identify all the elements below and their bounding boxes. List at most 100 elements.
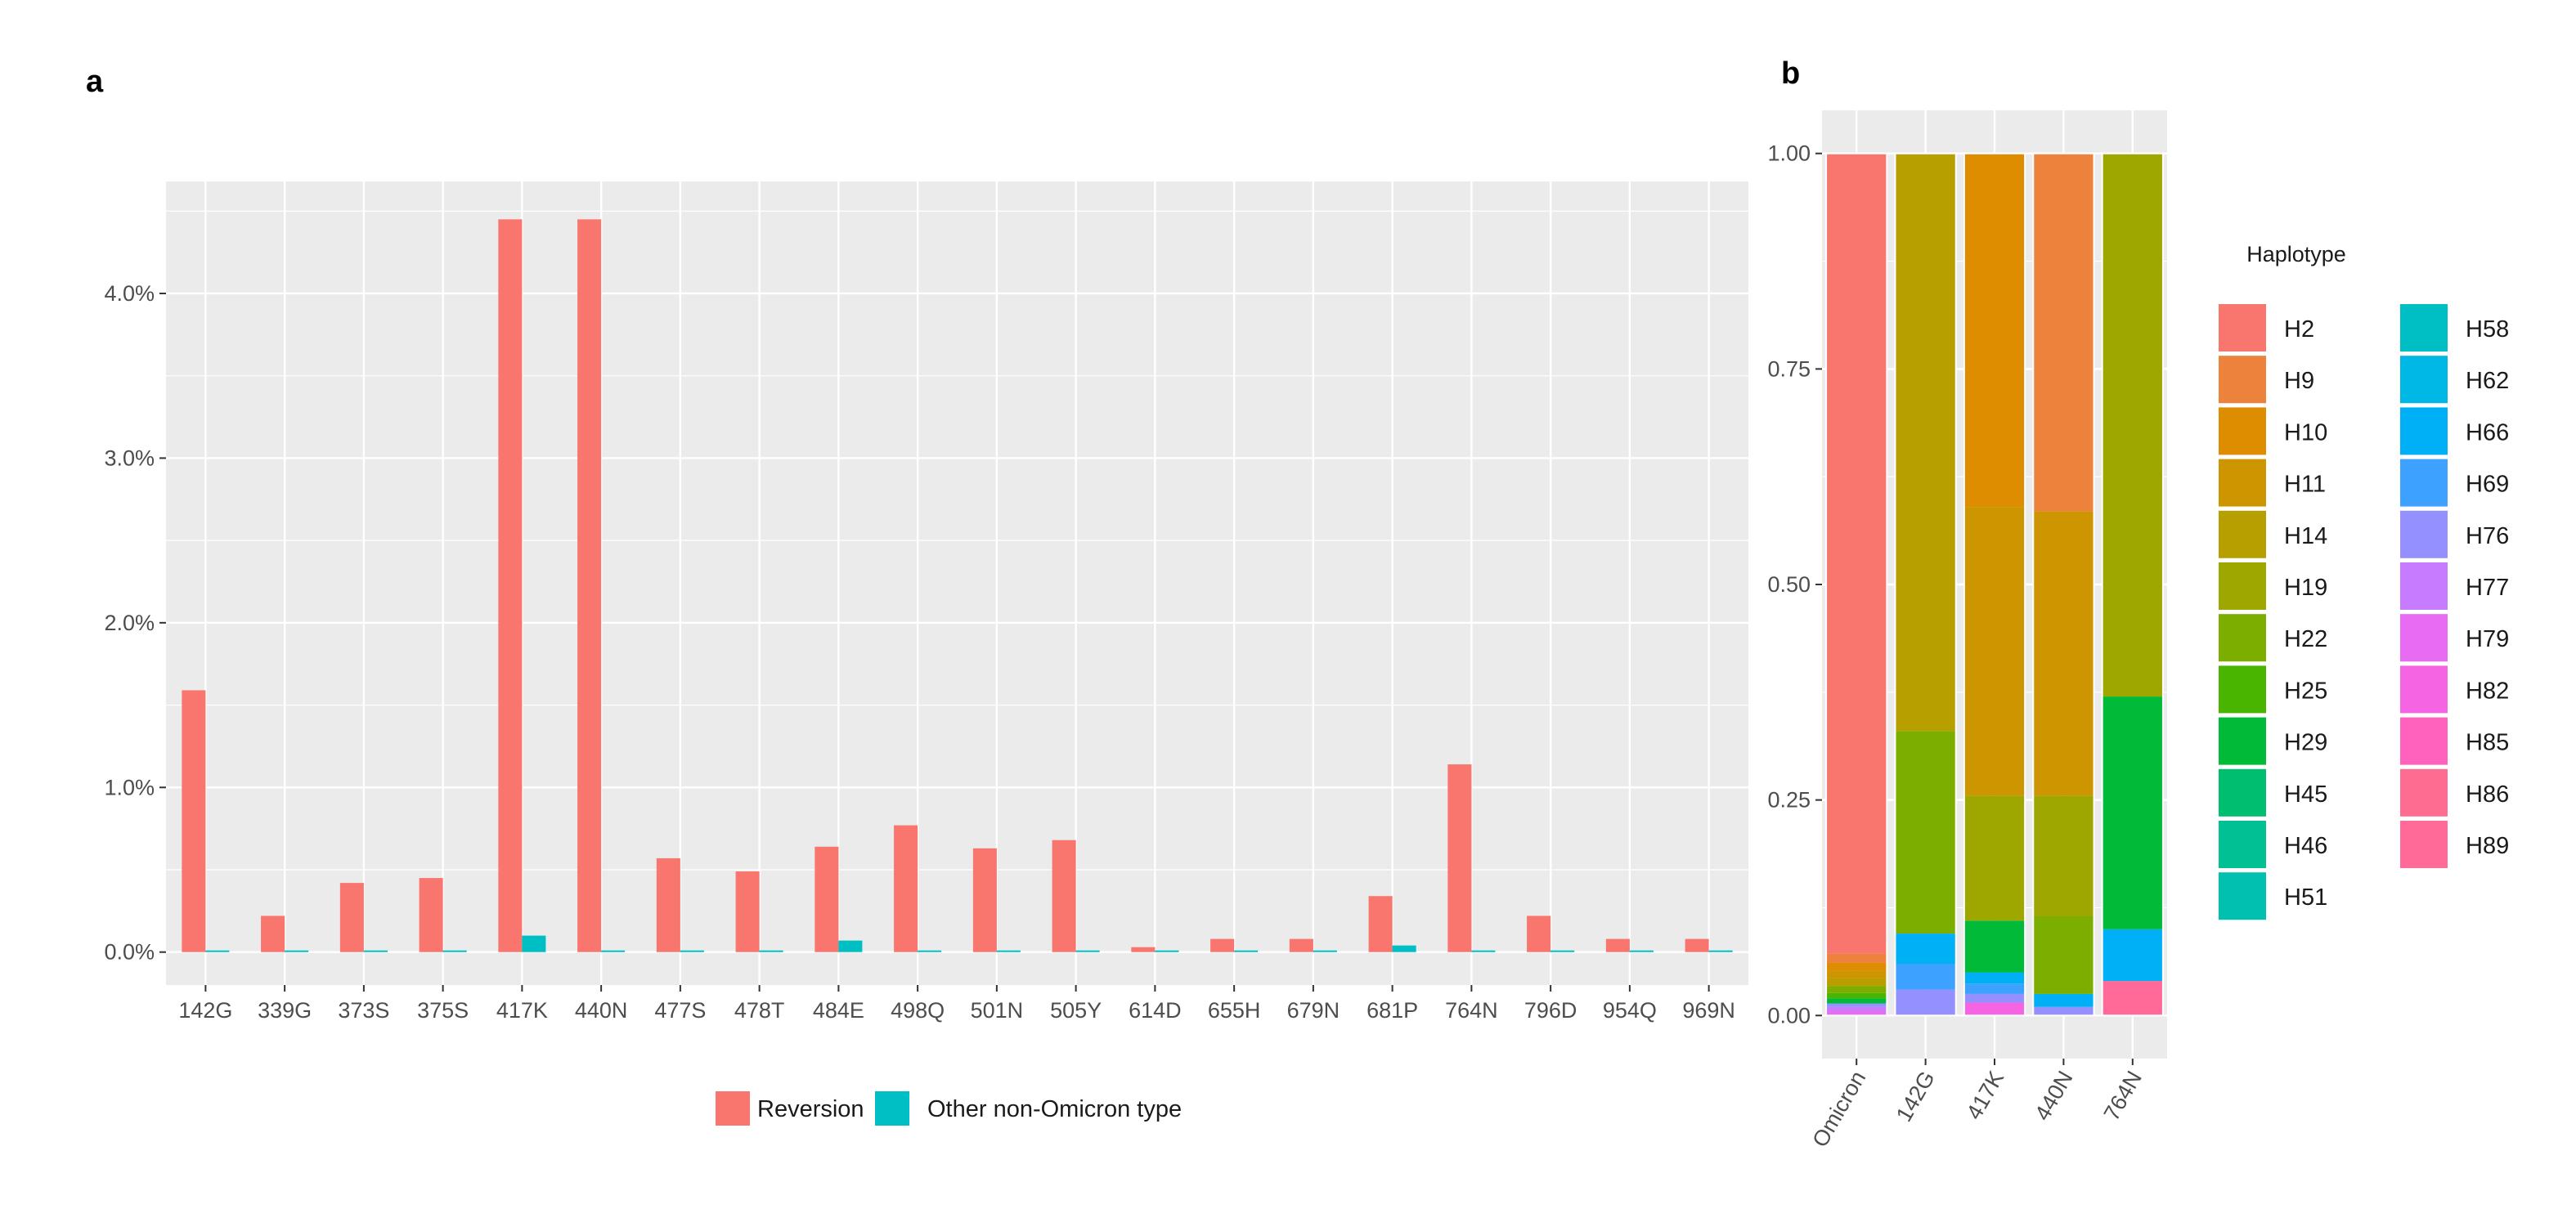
- bar-outline: [2032, 152, 2095, 1017]
- bar-segment-h69: [1963, 983, 2026, 994]
- x-tick-label: 655H: [1208, 998, 1261, 1023]
- x-tick-label: 505Y: [1050, 998, 1102, 1023]
- x-tick-label: 477S: [654, 998, 706, 1023]
- bar-other-non-omicron: [1155, 950, 1179, 952]
- bar-segment-h19: [1963, 795, 2026, 921]
- legend-label-h85: H85: [2466, 730, 2509, 756]
- bar-other-non-omicron: [363, 950, 388, 952]
- bar-segment-h2: [1826, 153, 1887, 954]
- x-tick-label: 440N: [575, 998, 628, 1023]
- legend-label-h51: H51: [2284, 884, 2327, 911]
- legend-key-h82: [2400, 665, 2448, 714]
- legend-label-h46: H46: [2284, 833, 2327, 859]
- legend-key-h51: [2219, 872, 2266, 920]
- bar-other-non-omicron: [1629, 950, 1654, 952]
- legend-label-h62: H62: [2466, 368, 2509, 394]
- legend-key-h45: [2219, 768, 2266, 817]
- x-tick-label: 375S: [417, 998, 469, 1023]
- bar-segment-h29: [1826, 998, 1887, 1004]
- bar-segment-h9: [1826, 953, 1887, 963]
- bar-outline: [1825, 152, 1888, 1017]
- x-tick-label: 417K: [496, 998, 548, 1023]
- panel-label-a: a: [86, 65, 104, 99]
- x-tick-label: 679N: [1287, 998, 1340, 1023]
- legend-title: Haplotype: [2246, 242, 2346, 266]
- bar-reversion: [182, 690, 206, 952]
- legend-label-h10: H10: [2284, 419, 2327, 446]
- legend-label-h9: H9: [2284, 368, 2314, 394]
- bar-outline: [1963, 152, 2026, 1017]
- x-tick-label: 142G: [1892, 1067, 1940, 1126]
- bar-segment-h69: [1895, 964, 1956, 990]
- legend-label-h89: H89: [2466, 833, 2509, 859]
- x-tick-label: 764N: [2099, 1067, 2147, 1125]
- bar-reversion: [1052, 840, 1076, 952]
- bar-segment-h22: [1895, 731, 1956, 934]
- bar-segment-h79: [1826, 1011, 1887, 1016]
- bar-segment-h66: [1963, 972, 2026, 984]
- bar-reversion: [1527, 916, 1551, 952]
- bar-segment-h19: [2033, 795, 2094, 916]
- bar-segment-h66: [2033, 993, 2094, 1007]
- bar-reversion: [972, 848, 997, 952]
- bar-reversion: [1605, 938, 1630, 952]
- legend-label-h79: H79: [2466, 626, 2509, 652]
- legend-key-h69: [2400, 459, 2448, 507]
- legend-key-h86: [2400, 768, 2448, 817]
- bar-segment-h11: [1963, 507, 2026, 796]
- bar-segment-h29: [2102, 696, 2163, 929]
- legend-key-h58: [2400, 304, 2448, 352]
- bar-other-non-omicron: [838, 940, 863, 952]
- x-tick-label: 764N: [1445, 998, 1498, 1023]
- y-tick-label: 0.00: [1767, 1003, 1811, 1028]
- y-tick-label: 2.0%: [104, 611, 155, 635]
- panel-a-background: [166, 181, 1748, 985]
- legend-key-h62: [2400, 356, 2448, 404]
- bar-segment-h29: [1963, 920, 2026, 973]
- x-tick-label: 969N: [1682, 998, 1735, 1023]
- bar-other-non-omicron: [1075, 950, 1100, 952]
- y-tick-label: 3.0%: [104, 446, 155, 470]
- bar-segment-h19: [2102, 153, 2163, 697]
- bar-segment-h82: [1963, 1002, 2026, 1016]
- legend-key-reversion: [716, 1091, 750, 1126]
- bar-other-non-omicron: [1392, 945, 1416, 952]
- legend-key-h22: [2219, 614, 2266, 662]
- legend-key-other-non-omicron: [875, 1091, 909, 1126]
- y-tick-label: 1.0%: [104, 775, 155, 799]
- bar-other-non-omicron: [1551, 950, 1575, 952]
- y-tick-label: 0.75: [1767, 356, 1811, 381]
- bar-segment-h11: [1826, 970, 1887, 978]
- x-tick-label: 339G: [258, 998, 312, 1023]
- bar-reversion: [1289, 938, 1313, 952]
- x-tick-label: 681P: [1367, 998, 1418, 1023]
- y-tick-label: 1.00: [1767, 141, 1811, 166]
- legend-key-h9: [2219, 356, 2266, 404]
- legend-key-h11: [2219, 459, 2266, 507]
- legend-key-h46: [2219, 821, 2266, 868]
- x-tick-label: 373S: [338, 998, 389, 1023]
- bar-reversion: [1685, 938, 1709, 952]
- legend-key-h77: [2400, 562, 2448, 610]
- panel-a-chart: 0.0% 1.0% 2.0% 3.0% 4.0% 142G 339G 373S 375S 417K…: [104, 181, 1748, 1126]
- bar-segment-h76: [1963, 993, 2026, 1003]
- bar-outline: [1894, 152, 1957, 1017]
- bar-other-non-omicron: [680, 950, 704, 952]
- y-tick-label: 4.0%: [104, 281, 155, 306]
- legend-label-h45: H45: [2284, 781, 2327, 808]
- bar-segment-h25: [1826, 992, 1887, 999]
- panel-label-b: b: [1781, 56, 1800, 91]
- legend-key-h79: [2400, 614, 2448, 662]
- bar-segment-h77: [1826, 1006, 1887, 1011]
- legend-label-other-non-omicron: Other non-Omicron type: [927, 1096, 1182, 1122]
- legend-key-h85: [2400, 717, 2448, 765]
- legend-label-h29: H29: [2284, 730, 2327, 756]
- legend-key-h10: [2219, 407, 2266, 455]
- x-tick-label: 498Q: [891, 998, 945, 1023]
- bar-other-non-omicron: [759, 950, 783, 952]
- legend-key-h66: [2400, 407, 2448, 455]
- legend-label-h25: H25: [2284, 678, 2327, 704]
- legend-label-h69: H69: [2466, 472, 2509, 498]
- bar-segment-h10: [1963, 153, 2026, 508]
